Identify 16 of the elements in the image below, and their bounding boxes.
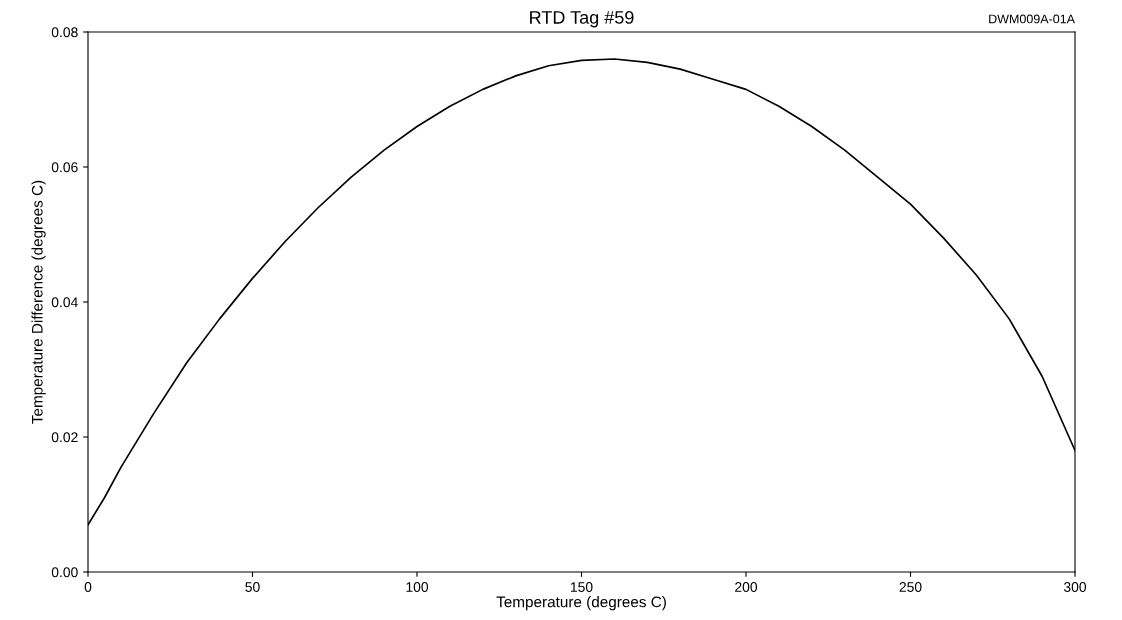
y-tick-label: 0.06 <box>51 162 78 173</box>
chart-title: RTD Tag #59 <box>530 11 634 28</box>
y-tick-label: 0.04 <box>51 297 78 308</box>
x-tick-label: 100 <box>406 582 429 592</box>
text: DWM009A-01A <box>989 14 1075 24</box>
x-tick-label: 150 <box>570 582 593 592</box>
y-tick-label: 0.00 <box>51 567 78 578</box>
y-tick-label: 0.02 <box>51 432 78 443</box>
x-tick-label: 0 <box>84 582 92 592</box>
x-tick-label: 300 <box>1063 582 1087 592</box>
y-tick-label: 0.08 <box>51 27 78 38</box>
x-axis-title: Temperature (degrees C) <box>496 596 666 611</box>
x-tick-label: 250 <box>899 582 922 592</box>
x-tick-label: 50 <box>245 582 260 592</box>
y-axis-title: Temperature Difference (degrees C) <box>31 180 46 424</box>
x-tick-label: 200 <box>735 582 758 592</box>
